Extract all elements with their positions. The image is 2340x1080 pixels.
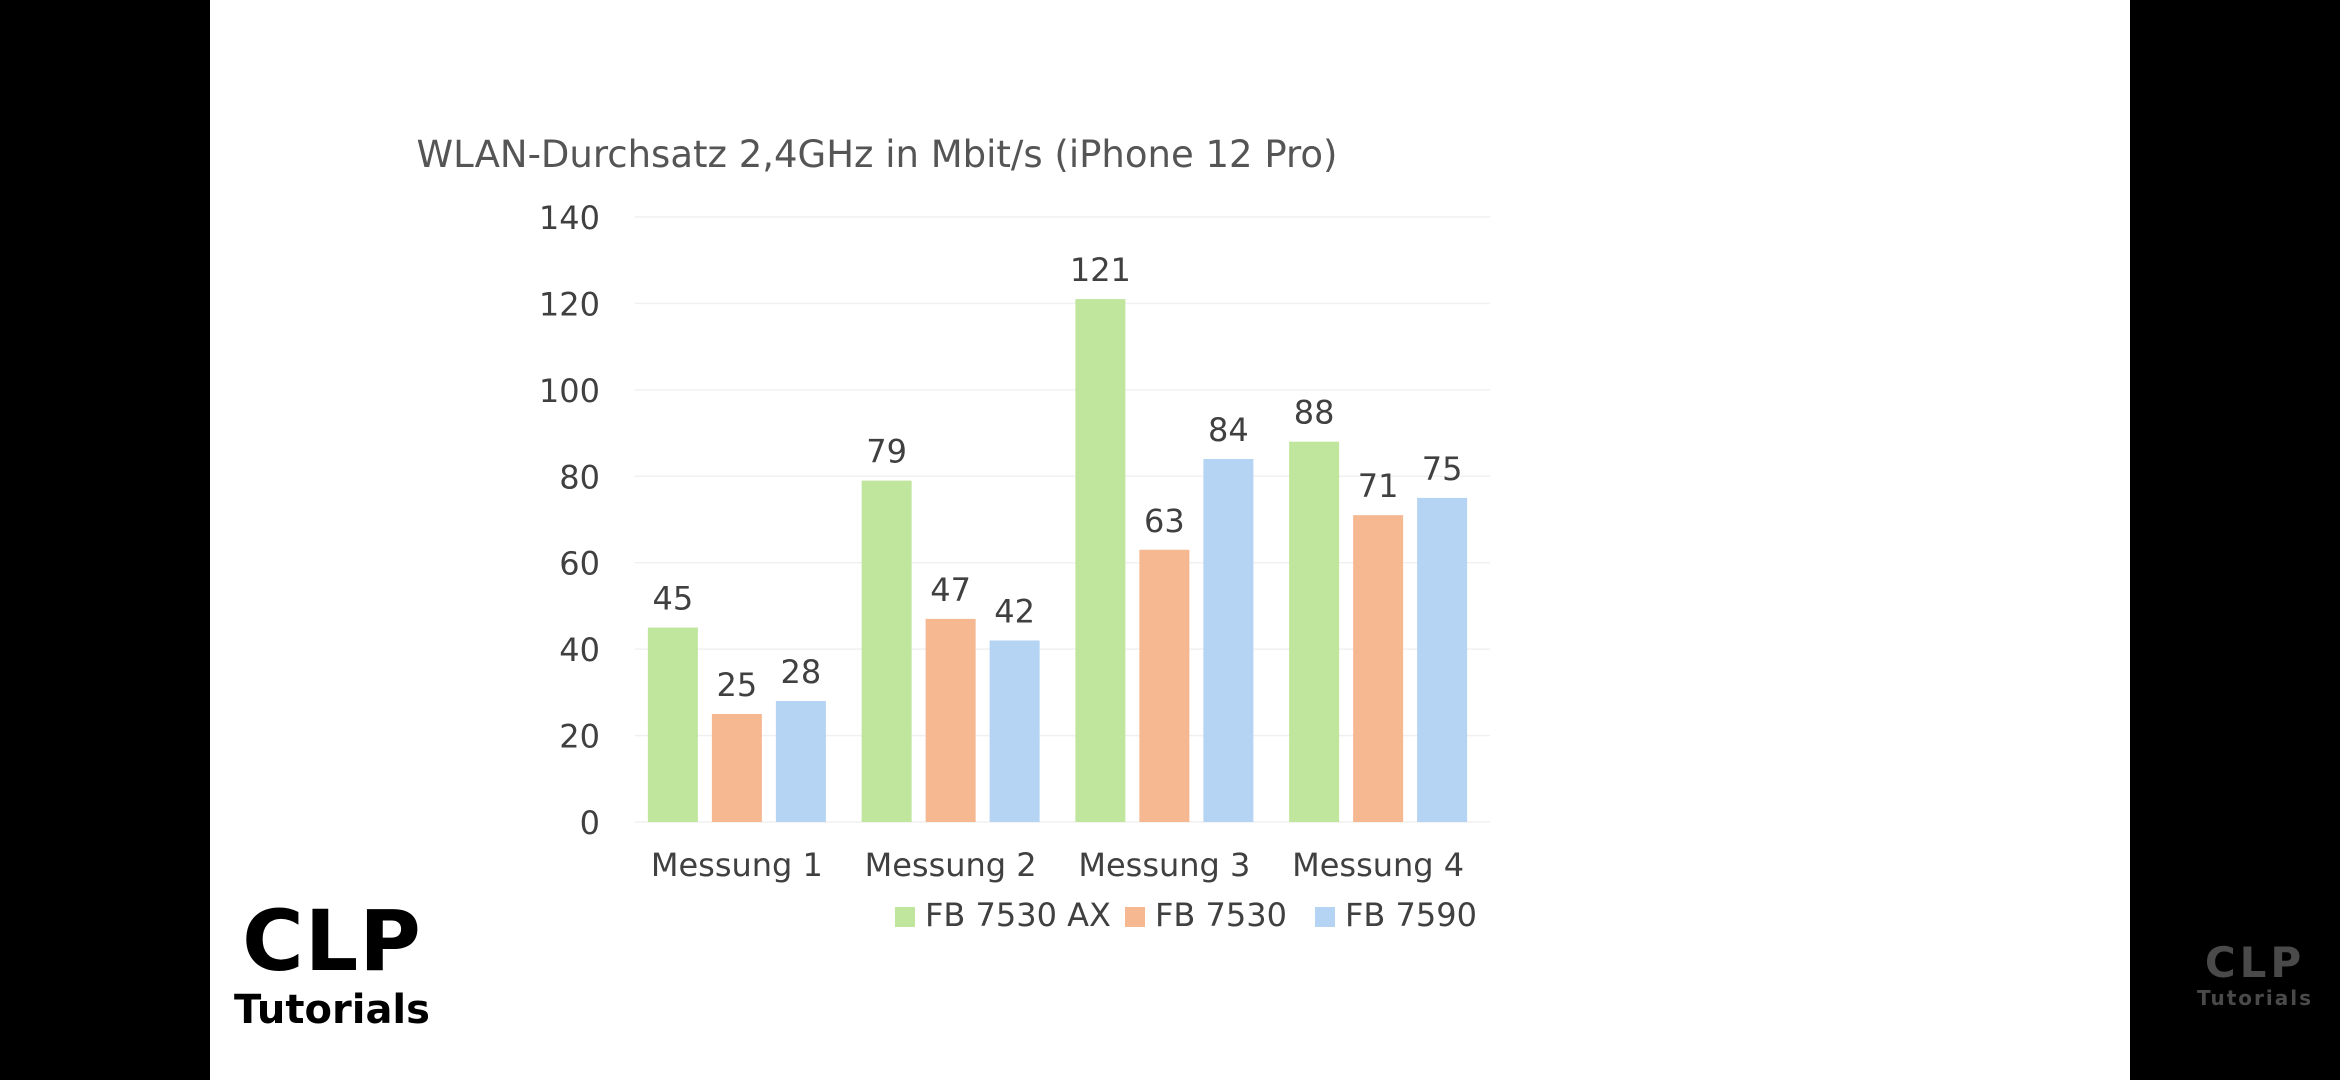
bar xyxy=(775,701,826,822)
y-tick-label: 80 xyxy=(559,458,600,496)
clp-tutorials-watermark: CLP Tutorials xyxy=(2185,938,2325,1011)
y-tick-label: 120 xyxy=(539,285,600,323)
data-labels: 45 25 28 79 47 42 121 63 84 88 71 75 xyxy=(653,251,1463,704)
legend-item: FB 7530 xyxy=(1125,896,1287,934)
y-tick-label: 60 xyxy=(559,545,600,583)
data-label: 88 xyxy=(1294,394,1335,432)
legend-label: FB 7530 AX xyxy=(925,896,1111,934)
data-label: 45 xyxy=(653,580,694,618)
bar xyxy=(1289,441,1340,822)
x-tick-label: Messung 4 xyxy=(1292,846,1464,884)
x-axis-ticks: Messung 1 Messung 2 Messung 3 Messung 4 xyxy=(651,846,1464,884)
x-tick-label: Messung 3 xyxy=(1078,846,1250,884)
legend: FB 7530 AX FB 7530 FB 7590 xyxy=(895,896,1477,934)
bar xyxy=(647,627,698,822)
bar xyxy=(1353,515,1404,822)
bar xyxy=(1139,549,1190,822)
data-label: 121 xyxy=(1070,251,1131,289)
legend-label: FB 7530 xyxy=(1155,896,1287,934)
data-label: 79 xyxy=(866,433,907,471)
y-tick-label: 40 xyxy=(559,631,600,669)
bar xyxy=(1417,497,1468,822)
x-tick-label: Messung 1 xyxy=(651,846,823,884)
data-label: 42 xyxy=(994,593,1035,631)
y-tick-label: 140 xyxy=(539,199,600,237)
y-tick-label: 100 xyxy=(539,372,600,410)
data-label: 47 xyxy=(930,571,971,609)
y-axis-ticks: 0 20 40 60 80 100 120 140 xyxy=(539,199,600,842)
data-label: 84 xyxy=(1208,411,1249,449)
bars xyxy=(647,299,1468,822)
bar xyxy=(1203,459,1254,822)
data-label: 63 xyxy=(1144,502,1185,540)
bar xyxy=(925,618,976,822)
y-tick-label: 0 xyxy=(580,804,600,842)
legend-swatch xyxy=(895,907,915,927)
clp-tutorials-logo: CLP Tutorials xyxy=(232,895,432,1033)
legend-swatch xyxy=(1125,907,1145,927)
bar xyxy=(711,713,762,822)
legend-swatch xyxy=(1315,907,1335,927)
watermark-sub-text: Tutorials xyxy=(2197,986,2313,1010)
x-tick-label: Messung 2 xyxy=(865,846,1037,884)
data-label: 75 xyxy=(1422,450,1463,488)
bar xyxy=(1075,299,1126,822)
legend-label: FB 7590 xyxy=(1345,896,1477,934)
legend-item: FB 7530 AX xyxy=(895,896,1111,934)
chart-slide: WLAN-Durchsatz 2,4GHz in Mbit/s (iPhone … xyxy=(210,0,2130,1080)
bar xyxy=(861,480,912,822)
bar-chart: WLAN-Durchsatz 2,4GHz in Mbit/s (iPhone … xyxy=(417,133,1490,934)
data-label: 25 xyxy=(717,666,758,704)
y-tick-label: 20 xyxy=(559,718,600,756)
logo-sub-text: Tutorials xyxy=(234,987,430,1033)
chart-title: WLAN-Durchsatz 2,4GHz in Mbit/s (iPhone … xyxy=(417,133,1338,176)
watermark-main-text: CLP xyxy=(2204,938,2306,987)
logo-main-text: CLP xyxy=(242,892,422,990)
bar xyxy=(989,640,1040,822)
data-label: 71 xyxy=(1358,467,1399,505)
data-label: 28 xyxy=(781,653,822,691)
legend-item: FB 7590 xyxy=(1315,896,1477,934)
